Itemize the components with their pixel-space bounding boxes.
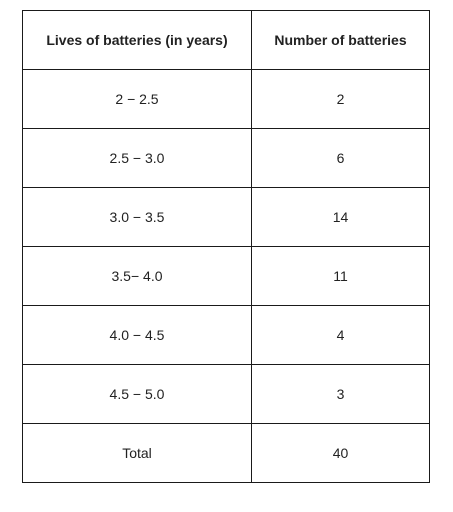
- cell-total-value: 40: [251, 423, 430, 483]
- cell-lives: 4.5 − 5.0: [22, 364, 252, 424]
- table-total-row: Total 40: [22, 423, 430, 483]
- column-header-number: Number of batteries: [251, 10, 430, 70]
- cell-lives: 2.5 − 3.0: [22, 128, 252, 188]
- column-header-lives: Lives of batteries (in years): [22, 10, 252, 70]
- cell-lives: 3.0 − 3.5: [22, 187, 252, 247]
- cell-lives: 2 − 2.5: [22, 69, 252, 129]
- cell-total-label: Total: [22, 423, 252, 483]
- cell-number: 4: [251, 305, 430, 365]
- table-header-row: Lives of batteries (in years) Number of …: [22, 10, 430, 70]
- cell-number: 14: [251, 187, 430, 247]
- cell-lives: 3.5− 4.0: [22, 246, 252, 306]
- cell-number: 2: [251, 69, 430, 129]
- table-row: 4.0 − 4.5 4: [22, 305, 430, 365]
- table-row: 4.5 − 5.0 3: [22, 364, 430, 424]
- cell-lives: 4.0 − 4.5: [22, 305, 252, 365]
- cell-number: 6: [251, 128, 430, 188]
- table-row: 2.5 − 3.0 6: [22, 128, 430, 188]
- table-row: 3.0 − 3.5 14: [22, 187, 430, 247]
- table-row: 2 − 2.5 2: [22, 69, 430, 129]
- cell-number: 11: [251, 246, 430, 306]
- table-row: 3.5− 4.0 11: [22, 246, 430, 306]
- cell-number: 3: [251, 364, 430, 424]
- battery-lives-table: Lives of batteries (in years) Number of …: [22, 10, 430, 483]
